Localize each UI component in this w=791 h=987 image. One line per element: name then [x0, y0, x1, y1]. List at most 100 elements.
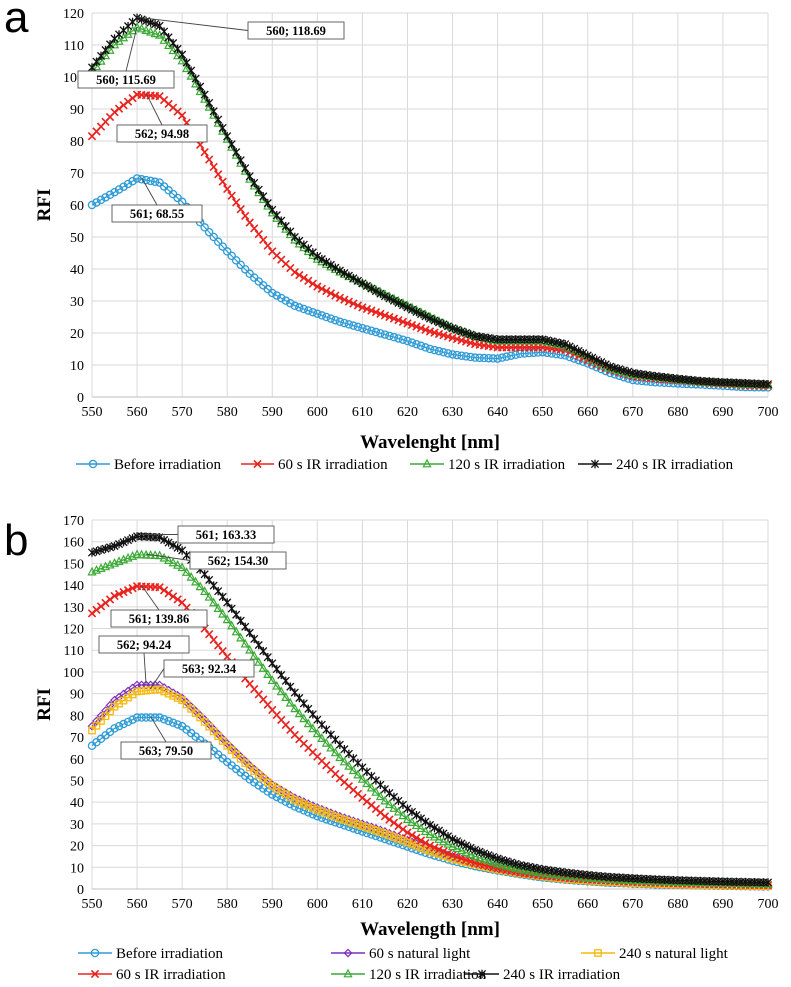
data-point: [145, 26, 156, 36]
data-point: [335, 317, 345, 327]
data-point: [353, 322, 363, 332]
data-point: [331, 812, 340, 821]
data-point: [416, 836, 426, 845]
data-point: [601, 360, 610, 369]
data-point: [123, 535, 133, 545]
data-point: [430, 316, 439, 325]
series-240-s-ir-irradiation: [87, 13, 773, 389]
data-point: [317, 311, 327, 320]
data-point: [416, 823, 426, 833]
data-point: [420, 826, 431, 836]
data-point: [231, 626, 241, 636]
data-point: [204, 227, 214, 237]
data-point: [136, 549, 147, 559]
x-tick-label: 560: [127, 405, 148, 420]
data-point: [213, 237, 223, 247]
data-point: [137, 713, 146, 722]
x-axis-title: Wavelength [nm]: [360, 919, 500, 940]
data-point: [151, 685, 159, 694]
data-point: [322, 809, 331, 818]
data-point: [547, 349, 556, 358]
data-point: [470, 851, 480, 860]
data-point: [218, 608, 228, 618]
data-point: [119, 719, 128, 729]
y-axis-title: RFI: [34, 189, 55, 222]
data-point: [457, 351, 466, 360]
data-point: [313, 252, 322, 261]
data-point: [394, 796, 403, 806]
callout-box: [247, 21, 345, 40]
x-tick-label: 670: [622, 897, 643, 912]
data-point: [560, 351, 570, 360]
data-point: [272, 664, 281, 674]
data-point: [362, 778, 372, 788]
data-point: [294, 708, 304, 718]
data-point: [421, 845, 430, 854]
data-point: [88, 726, 96, 735]
data-point: [110, 187, 119, 197]
data-point: [295, 693, 304, 703]
data-point: [263, 241, 272, 250]
data-point: [538, 347, 547, 357]
data-point: [209, 581, 218, 590]
series-240-s-ir-irradiation: [87, 532, 773, 887]
data-point: [390, 833, 398, 841]
y-tick-label: 0: [77, 391, 84, 406]
data-point: [137, 687, 146, 695]
data-point: [430, 345, 439, 355]
data-point: [407, 305, 417, 314]
data-point: [375, 791, 386, 801]
data-point: [452, 852, 462, 862]
data-point: [281, 221, 290, 231]
data-point: [443, 349, 453, 358]
data-point: [232, 198, 241, 207]
series-line: [91, 554, 769, 885]
legend-entry: 240 s natural light: [581, 946, 729, 962]
data-point: [200, 90, 209, 99]
data-point: [452, 837, 462, 846]
data-point: [200, 718, 209, 726]
data-point: [173, 595, 182, 604]
data-point: [155, 550, 165, 560]
data-point: [407, 338, 417, 347]
data-point: [146, 18, 155, 27]
data-point: [340, 816, 349, 824]
data-point: [408, 840, 416, 848]
data-point: [434, 834, 444, 843]
data-point: [105, 45, 115, 54]
data-point: [227, 620, 237, 630]
y-tick-label: 50: [70, 231, 84, 246]
callout-leader: [125, 26, 138, 72]
data-point: [466, 352, 475, 362]
data-point: [425, 314, 435, 323]
data-point: [381, 829, 389, 838]
data-point: [403, 303, 412, 312]
data-point: [403, 828, 412, 837]
data-point: [299, 304, 309, 314]
data-point: [443, 838, 453, 848]
data-point: [169, 691, 177, 700]
data-point: [281, 296, 291, 305]
data-point: [412, 833, 421, 842]
callout-leader: [145, 92, 163, 126]
data-point: [164, 589, 173, 598]
data-point: [385, 331, 394, 341]
data-point: [173, 44, 182, 54]
data-point: [268, 288, 277, 298]
x-tick-label: 650: [532, 897, 553, 912]
data-point: [141, 25, 151, 34]
data-point: [168, 718, 178, 727]
data-point: [394, 821, 403, 831]
chart-a: 550 560 570 580 590 600 610 620 630 640 650 660 670 6…: [34, 7, 779, 473]
y-tick-label: 90: [70, 103, 84, 118]
data-point: [367, 825, 376, 833]
data-point: [321, 737, 331, 747]
x-tick-label: 610: [352, 405, 373, 420]
data-point: [448, 834, 457, 844]
data-point: [123, 717, 133, 727]
data-point: [331, 291, 340, 300]
data-point: [303, 718, 313, 728]
data-point: [354, 820, 362, 829]
data-point: [159, 586, 169, 595]
